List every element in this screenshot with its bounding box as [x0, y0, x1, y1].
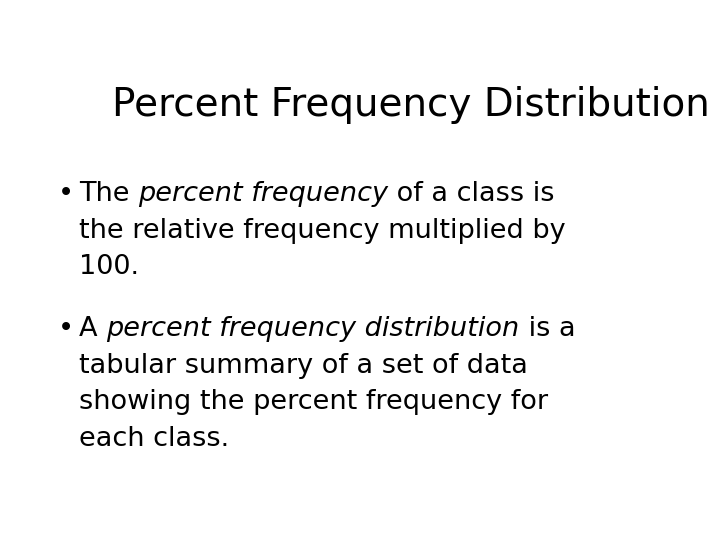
Text: •: • [58, 181, 73, 207]
Text: •: • [58, 316, 73, 342]
Text: showing the percent frequency for: showing the percent frequency for [79, 389, 549, 415]
Text: The: The [79, 181, 138, 207]
Text: each class.: each class. [79, 426, 230, 452]
Text: Percent Frequency Distribution: Percent Frequency Distribution [112, 85, 710, 124]
Text: the relative frequency multiplied by: the relative frequency multiplied by [79, 218, 566, 244]
Text: is a: is a [520, 316, 575, 342]
Text: percent frequency distribution: percent frequency distribution [107, 316, 520, 342]
Text: 100.: 100. [79, 254, 139, 280]
Text: of a class is: of a class is [388, 181, 555, 207]
Text: tabular summary of a set of data: tabular summary of a set of data [79, 353, 528, 379]
Text: A: A [79, 316, 107, 342]
Text: percent frequency: percent frequency [138, 181, 388, 207]
